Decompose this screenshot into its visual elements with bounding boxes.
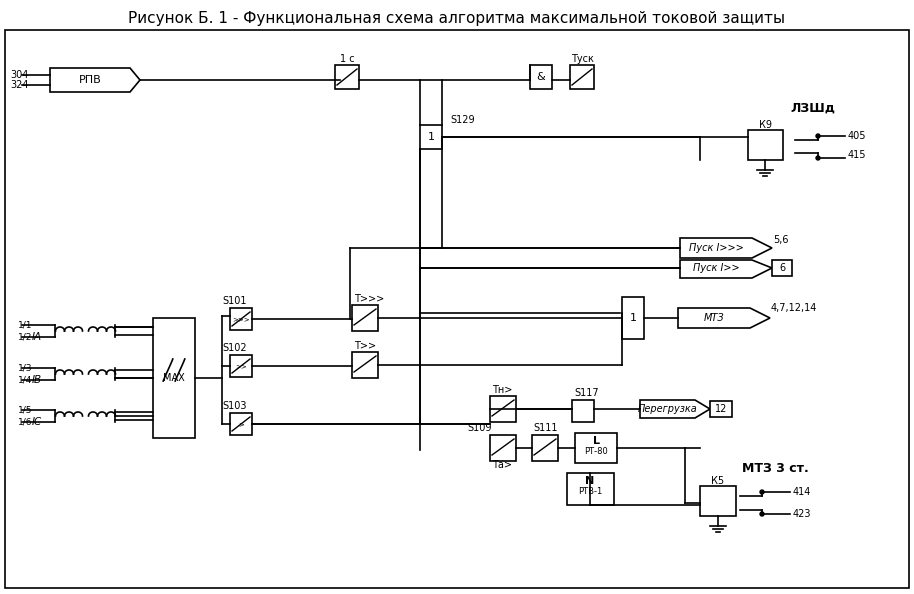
Bar xyxy=(230,413,252,435)
Text: Т>>: Т>> xyxy=(354,341,377,351)
Text: >: > xyxy=(238,421,244,427)
Text: РПВ: РПВ xyxy=(79,75,101,85)
Bar xyxy=(490,435,516,461)
Polygon shape xyxy=(680,238,772,258)
Bar xyxy=(575,433,617,463)
Polygon shape xyxy=(640,400,710,418)
Bar xyxy=(748,130,783,160)
Bar xyxy=(622,297,644,339)
Bar xyxy=(772,260,792,276)
Text: 1: 1 xyxy=(428,132,434,142)
Bar xyxy=(532,435,558,461)
Text: Пуск I>>>: Пуск I>>> xyxy=(688,243,743,253)
Text: IB: IB xyxy=(32,375,42,385)
Bar xyxy=(530,65,552,89)
Bar xyxy=(490,396,516,422)
Text: Перегрузка: Перегрузка xyxy=(638,404,698,414)
Text: L: L xyxy=(592,436,600,446)
Text: РТВ-1: РТВ-1 xyxy=(578,488,602,497)
Text: 12: 12 xyxy=(715,404,728,414)
Bar xyxy=(230,355,252,377)
Circle shape xyxy=(760,512,764,516)
Text: >>: >> xyxy=(235,363,247,369)
Bar xyxy=(335,65,359,89)
Bar xyxy=(352,305,378,331)
Text: S129: S129 xyxy=(450,115,474,125)
Text: Пуск I>>: Пуск I>> xyxy=(693,263,739,273)
Text: IA: IA xyxy=(32,332,42,342)
Circle shape xyxy=(816,156,820,160)
Text: 1/1: 1/1 xyxy=(18,321,33,330)
Text: Та>: Та> xyxy=(492,460,512,470)
Bar xyxy=(700,486,736,516)
Bar xyxy=(230,308,252,330)
Text: S111: S111 xyxy=(533,423,558,433)
Text: К9: К9 xyxy=(759,120,771,130)
Polygon shape xyxy=(678,308,770,328)
Text: >>>: >>> xyxy=(232,316,250,322)
Text: 1 с: 1 с xyxy=(340,54,355,64)
Text: ЛЗШд: ЛЗШд xyxy=(790,102,835,115)
Text: 415: 415 xyxy=(848,150,866,160)
Circle shape xyxy=(760,490,764,494)
Text: Туск: Туск xyxy=(570,54,593,64)
Text: 405: 405 xyxy=(848,131,866,141)
Text: 423: 423 xyxy=(793,509,812,519)
Text: &: & xyxy=(537,72,546,82)
Text: N: N xyxy=(585,476,595,486)
Text: 5,6: 5,6 xyxy=(773,235,789,245)
Text: 1/4: 1/4 xyxy=(18,375,32,384)
Text: 324: 324 xyxy=(10,80,28,90)
Text: МТЗ: МТЗ xyxy=(704,313,724,323)
Text: S109: S109 xyxy=(467,423,492,433)
Polygon shape xyxy=(50,68,140,92)
Text: 6: 6 xyxy=(779,263,785,273)
Text: Тн>: Тн> xyxy=(492,385,513,395)
Bar xyxy=(710,401,732,417)
Text: S102: S102 xyxy=(222,343,247,353)
Text: МТЗ 3 ст.: МТЗ 3 ст. xyxy=(742,462,809,475)
Text: 414: 414 xyxy=(793,487,812,497)
Text: 1/6: 1/6 xyxy=(18,418,33,426)
Bar xyxy=(352,352,378,378)
Text: S117: S117 xyxy=(574,388,599,398)
Text: S101: S101 xyxy=(222,296,247,306)
Text: 1: 1 xyxy=(630,313,636,323)
Text: МАХ: МАХ xyxy=(163,373,185,383)
Text: 4,7,12,14: 4,7,12,14 xyxy=(771,303,817,313)
Bar xyxy=(153,318,195,438)
Text: К5: К5 xyxy=(711,476,725,486)
Bar xyxy=(570,65,594,89)
Circle shape xyxy=(816,134,820,138)
Text: 1/3: 1/3 xyxy=(18,364,33,372)
Text: 1/2: 1/2 xyxy=(18,333,32,342)
Text: 304: 304 xyxy=(10,70,28,80)
Text: РТ-80: РТ-80 xyxy=(584,447,608,457)
Text: Рисунок Б. 1 - Функциональная схема алгоритма максимальной токовой защиты: Рисунок Б. 1 - Функциональная схема алго… xyxy=(129,11,785,26)
Text: IC: IC xyxy=(32,417,42,427)
Bar xyxy=(420,125,442,149)
Text: S103: S103 xyxy=(222,401,247,411)
Text: Т>>>: Т>>> xyxy=(354,294,384,304)
Polygon shape xyxy=(680,260,772,278)
Text: 1/5: 1/5 xyxy=(18,406,33,415)
Bar xyxy=(572,400,594,422)
Bar xyxy=(567,473,614,505)
